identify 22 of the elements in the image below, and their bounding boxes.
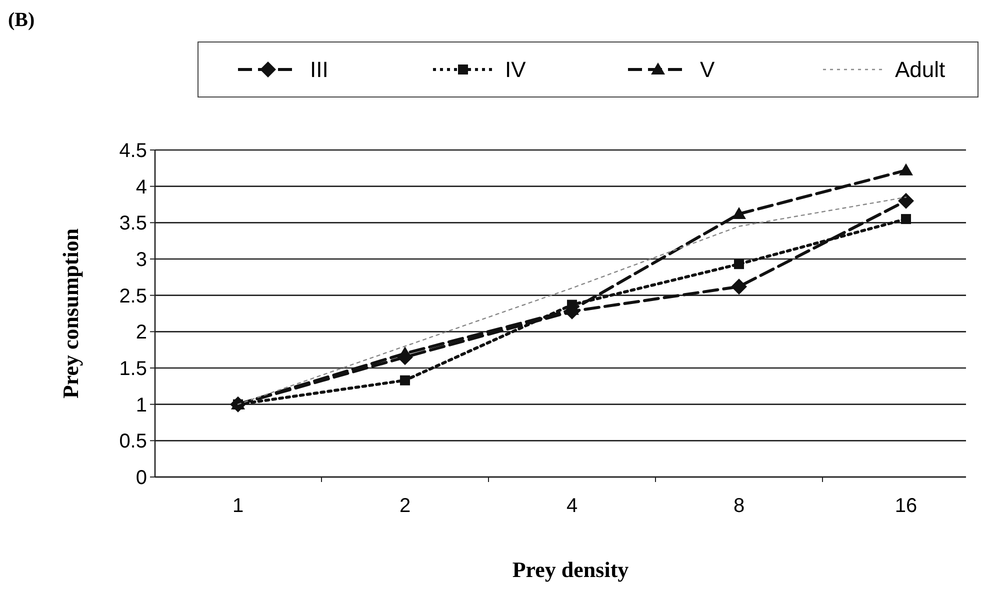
legend-label: IV — [505, 57, 526, 82]
x-tick-label: 16 — [894, 495, 918, 517]
y-tick-label: 2.5 — [119, 285, 147, 308]
y-tick-label: 0 — [136, 467, 147, 489]
legend-label: V — [700, 57, 715, 82]
y-tick-label: 2 — [136, 322, 147, 344]
y-axis-title: Prey consumption — [58, 228, 83, 399]
x-tick-label: 2 — [399, 495, 411, 517]
x-tick-label: 8 — [733, 495, 745, 517]
y-tick-label: 0.5 — [119, 430, 147, 453]
y-tick-label: 3 — [136, 249, 147, 271]
chart-title: (B) — [8, 9, 35, 31]
x-axis-title: Prey density — [512, 557, 629, 582]
y-tick-label: 4 — [136, 176, 147, 198]
y-tick-label: 4.5 — [119, 140, 147, 162]
y-tick-label: 3.5 — [119, 212, 147, 235]
y-tick-label: 1.5 — [119, 358, 147, 380]
x-tick-label: 1 — [232, 495, 244, 517]
y-tick-label: 1 — [136, 394, 147, 416]
legend-label: Adult — [895, 57, 946, 82]
x-tick-label: 4 — [566, 495, 578, 517]
legend-label: III — [310, 57, 328, 82]
